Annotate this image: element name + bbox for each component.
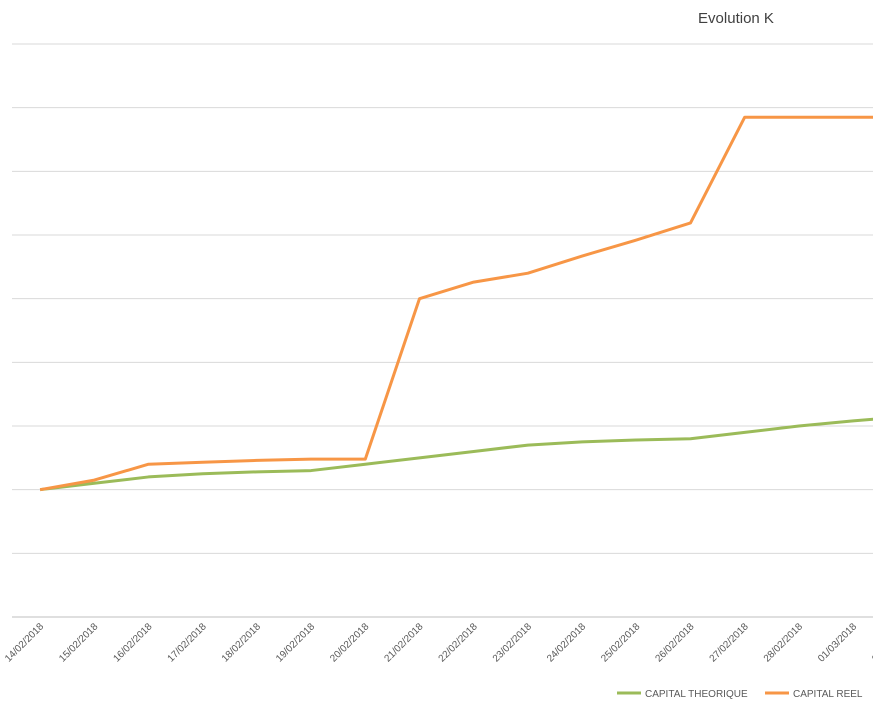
x-tick-label: 15/02/2018 (57, 621, 100, 664)
x-tick-label: 27/02/2018 (708, 621, 751, 664)
x-tick-label: 25/02/2018 (599, 621, 642, 664)
x-tick-label: 22/02/2018 (437, 621, 480, 664)
x-tick-label: 18/02/2018 (220, 621, 263, 664)
x-tick-label: 20/02/2018 (328, 621, 371, 664)
x-tick-label: 28/02/2018 (762, 621, 805, 664)
series-line (39, 115, 873, 492)
x-tick-label: 21/02/2018 (382, 621, 425, 664)
legend-label: CAPITAL THEORIQUE (645, 689, 748, 700)
x-tick-label: 16/02/2018 (111, 621, 154, 664)
x-tick-label: 19/02/2018 (274, 621, 317, 664)
x-tick-label: 01/03/2018 (816, 621, 859, 664)
x-tick-label: 24/02/2018 (545, 621, 588, 664)
chart-title: Evolution K (698, 10, 774, 27)
series-line (39, 417, 873, 492)
legend-label: CAPITAL REEL (793, 689, 863, 700)
x-tick-label: 17/02/2018 (166, 621, 209, 664)
x-tick-label: 23/02/2018 (491, 621, 534, 664)
x-tick-label: 14/02/2018 (3, 621, 46, 664)
x-tick-label: 26/02/2018 (653, 621, 696, 664)
